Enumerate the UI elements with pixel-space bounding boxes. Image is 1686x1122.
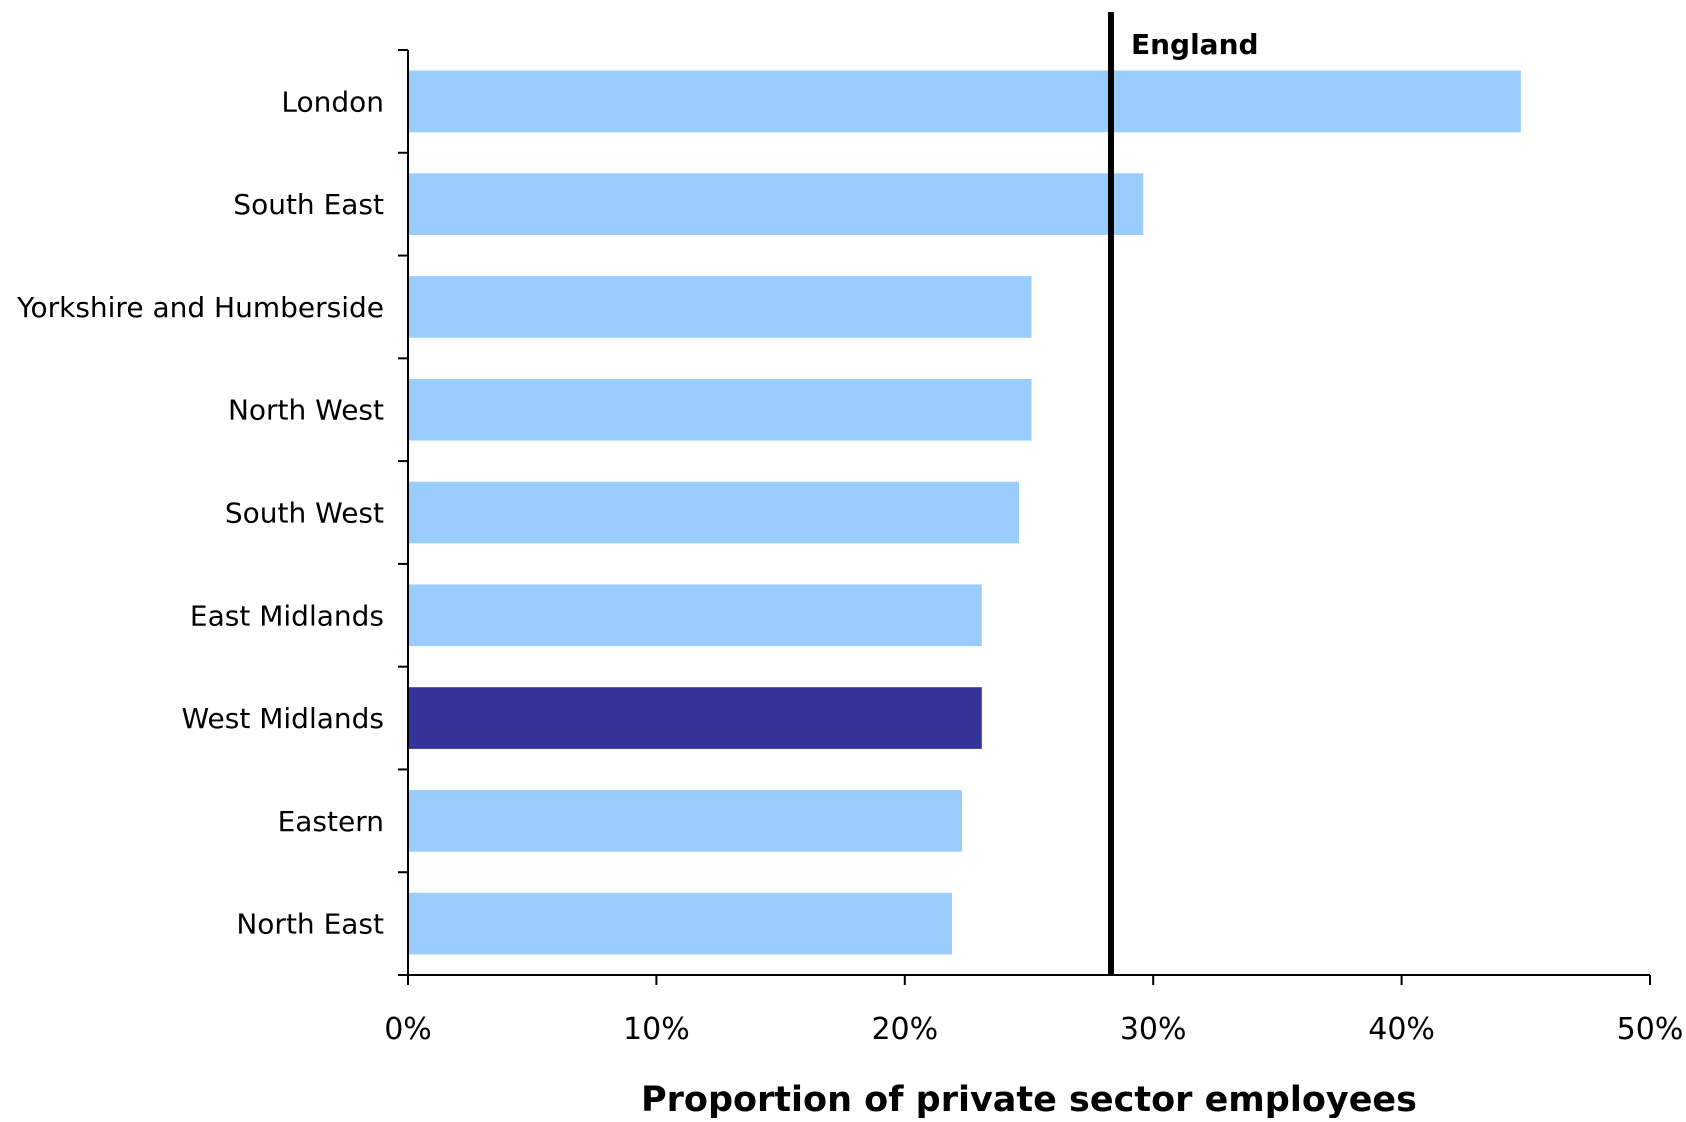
x-axis-title: Proportion of private sector employees [641, 1080, 1417, 1118]
bar-east-midlands [408, 584, 982, 647]
bar-west-midlands [408, 687, 982, 749]
x-tick-label: 0% [384, 1012, 432, 1047]
x-tick-label: 30% [1120, 1012, 1187, 1047]
x-tick-label: 10% [623, 1012, 690, 1047]
category-label: London [281, 85, 384, 118]
category-label: South West [225, 497, 384, 530]
category-label: South East [233, 188, 384, 221]
x-tick-label: 40% [1368, 1012, 1435, 1047]
bar-south-west [408, 481, 1020, 544]
bar-north-east [408, 892, 952, 955]
x-tick-label: 20% [871, 1012, 938, 1047]
bar-eastern [408, 790, 962, 852]
axes [407, 50, 1650, 976]
reference-line-group: England [1107, 12, 1259, 975]
category-label: Eastern [278, 805, 384, 838]
bar-south-east [408, 173, 1144, 235]
category-label: North West [228, 394, 384, 427]
category-label: East Midlands [190, 599, 384, 632]
x-tick-label: 50% [1617, 1012, 1684, 1047]
bar-north-west [408, 378, 1032, 441]
y-axis-ticks [398, 49, 408, 976]
england-reference-label: England [1131, 28, 1259, 61]
bar-yorkshire-and-humberside [408, 276, 1032, 338]
category-label: Yorkshire and Humberside [16, 291, 384, 324]
bars [408, 70, 1521, 955]
bar-london [408, 70, 1521, 133]
category-label: West Midlands [182, 702, 385, 735]
x-axis-ticks: 0% 10% 20% 30% 40% 50% [384, 975, 1683, 1047]
category-labels: London South East Yorkshire and Humberside… [16, 85, 384, 940]
category-label: North East [236, 908, 384, 941]
